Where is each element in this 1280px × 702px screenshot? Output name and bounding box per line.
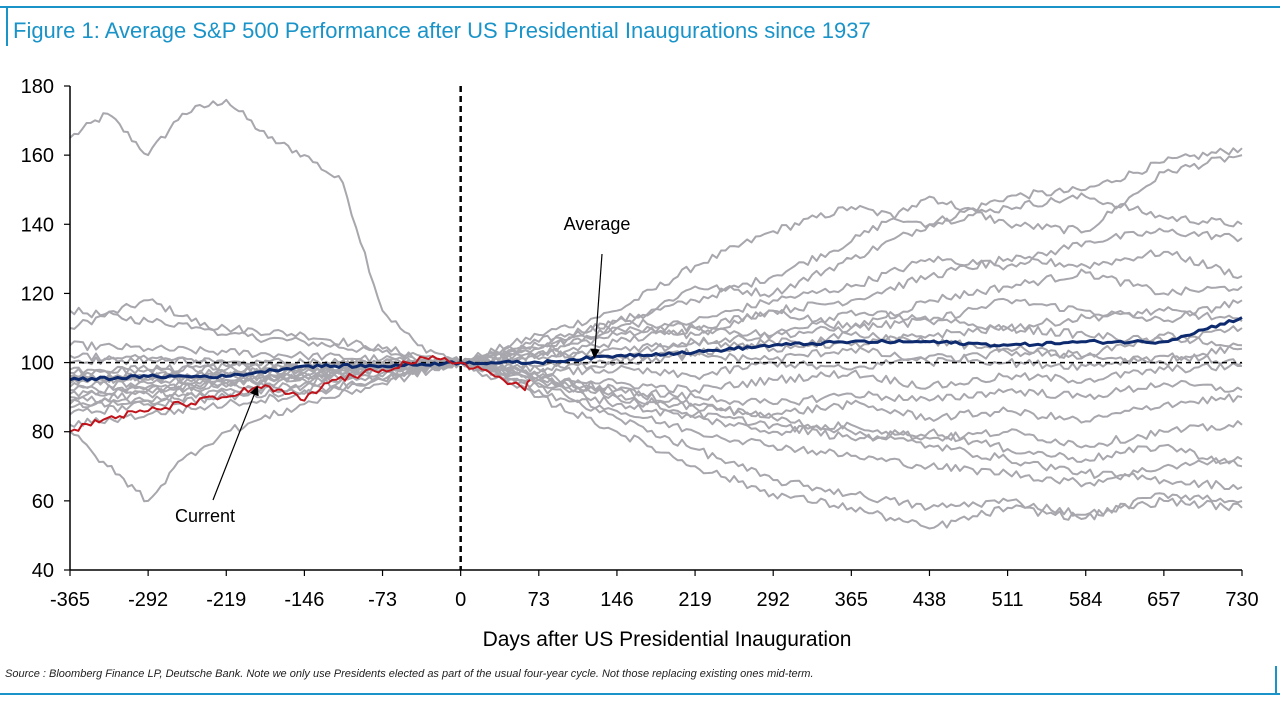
average-series-line (69, 316, 1243, 382)
y-tick-label: 140 (21, 214, 54, 236)
x-tick-label: 365 (835, 589, 868, 611)
x-tick-label: 219 (678, 589, 711, 611)
x-tick-label: 584 (1069, 589, 1102, 611)
x-tick-label: -146 (284, 589, 324, 611)
x-tick-label: 438 (913, 589, 946, 611)
chart-title: Figure 1: Average S&P 500 Performance af… (13, 18, 871, 43)
y-tick-label: 80 (32, 422, 54, 444)
y-tick-label: 100 (21, 353, 54, 375)
x-tick-label: 511 (992, 589, 1024, 611)
history-line-10 (69, 323, 1243, 409)
x-tick-label: 0 (455, 589, 466, 611)
x-tick-label: -365 (50, 589, 90, 611)
history-line-8 (69, 297, 1243, 416)
x-tick-label: 73 (528, 589, 550, 611)
history-line-18 (69, 359, 1243, 488)
y-tick-label: 40 (32, 560, 54, 582)
x-tick-label: 292 (757, 589, 790, 611)
history-line-1 (69, 98, 462, 364)
history-line-19 (69, 358, 1243, 517)
history-line-22 (69, 331, 1243, 368)
y-tick-label: 120 (21, 283, 54, 305)
annotation-arrow-average (590, 253, 603, 359)
x-tick-label: -292 (128, 589, 168, 611)
history-line-7 (69, 268, 1243, 370)
title-rule (0, 6, 1280, 8)
annotation-arrow-current (212, 385, 259, 501)
axes: 40 60 80 100 120 140 160 180 -365 -292 -219 -146 -73… (21, 76, 1259, 611)
highlight-series-group (69, 316, 1243, 433)
history-series-group (69, 98, 1243, 530)
x-tick-label: -219 (206, 589, 246, 611)
annotation-current: Current (175, 506, 235, 526)
history-line-20 (69, 357, 1243, 530)
x-tick-label: 146 (600, 589, 633, 611)
x-tick-label: -73 (368, 589, 397, 611)
title-side-rule (6, 6, 8, 46)
history-line-2 (69, 147, 1243, 365)
annotations: Average Current (175, 214, 630, 526)
x-tick-label: 657 (1147, 589, 1180, 611)
footer-side-rule (1275, 666, 1277, 695)
history-line-21 (69, 360, 1243, 503)
reference-lines (70, 86, 1242, 570)
history-line-13 (69, 360, 1242, 409)
history-line-4 (69, 192, 1243, 366)
x-tick-label: 730 (1225, 589, 1258, 611)
line-chart: 40 60 80 100 120 140 160 180 -365 -292 -219 -146 -73… (21, 76, 1259, 651)
y-tick-label: 180 (21, 76, 54, 98)
y-tick-label: 160 (21, 145, 54, 167)
y-tick-label: 60 (32, 491, 54, 513)
current-series-line (69, 355, 531, 433)
source-note: Source : Bloomberg Finance LP, Deutsche … (5, 668, 814, 680)
footer-rule (0, 693, 1280, 695)
history-line-14 (69, 361, 1243, 428)
history-line-9 (69, 306, 1243, 394)
annotation-average: Average (564, 214, 631, 234)
x-axis-label: Days after US Presidential Inauguration (483, 628, 852, 651)
history-line-16 (69, 358, 1243, 449)
